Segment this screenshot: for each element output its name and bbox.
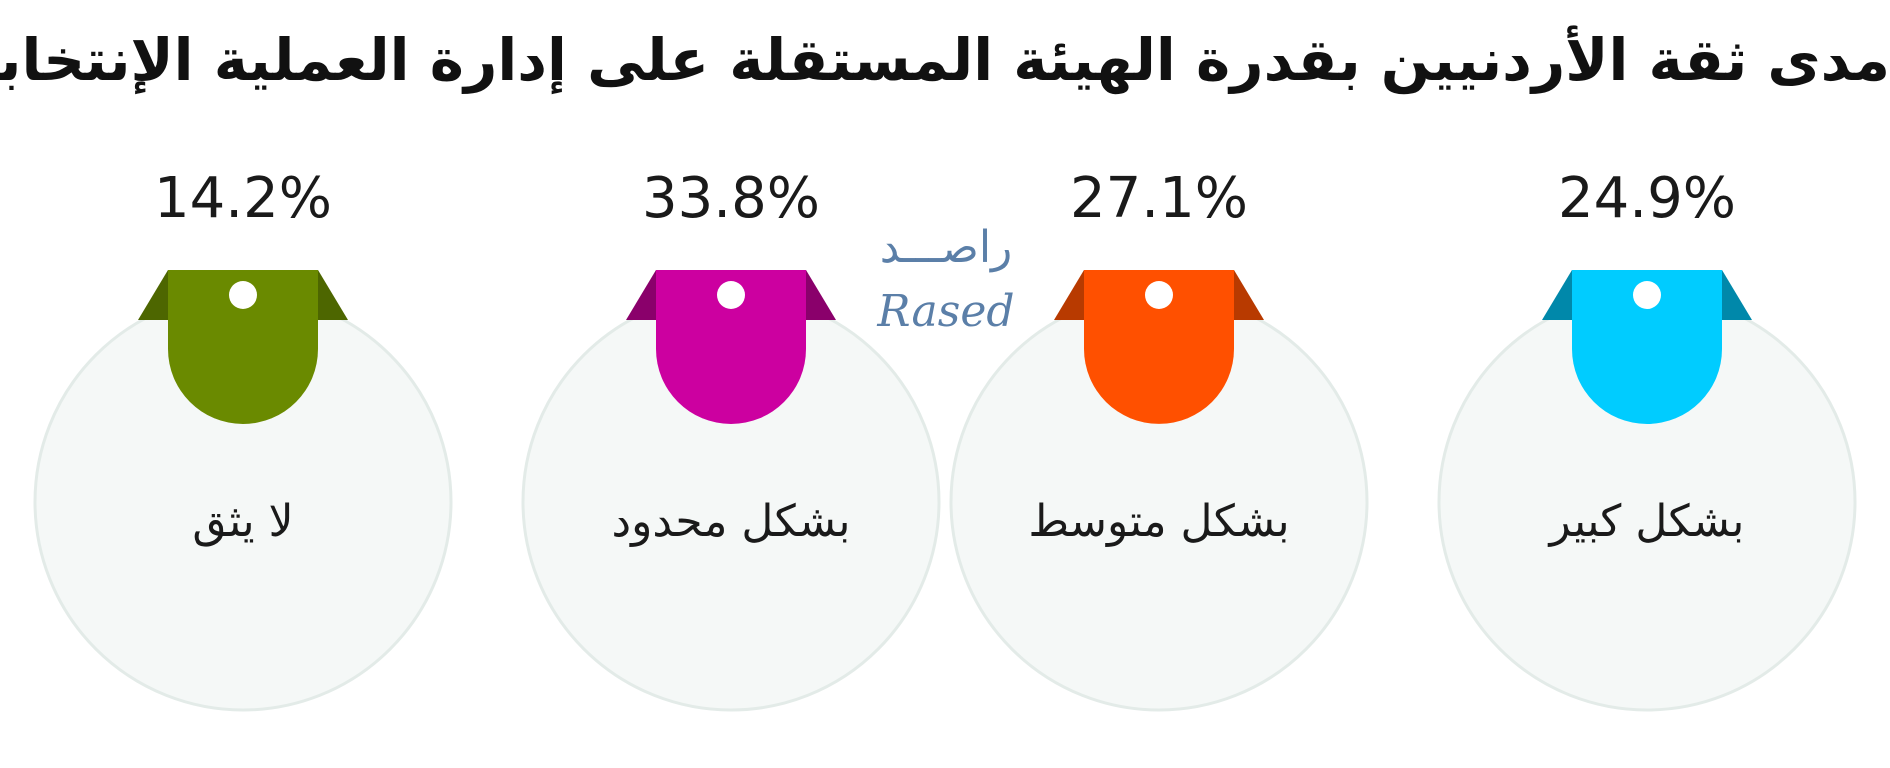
tag-hole: [1145, 281, 1173, 309]
tag-fold-left: [626, 270, 656, 320]
tag-fold-right: [1722, 270, 1752, 320]
value-tag: [168, 270, 318, 424]
data-label: 24.9%: [1558, 166, 1736, 231]
data-label: 14.2%: [154, 166, 332, 231]
tag-hole: [717, 281, 745, 309]
category-label: بشكل كبير: [1548, 496, 1745, 547]
tag-fold-right: [806, 270, 836, 320]
tag-hole: [1633, 281, 1661, 309]
category-label: بشكل محدود: [611, 496, 850, 547]
tag-fold-right: [1234, 270, 1264, 320]
chart-title: مدى ثقة الأردنيين بقدرة الهيئة المستقلة …: [0, 26, 1890, 94]
value-tag: [1572, 270, 1722, 424]
logo-arabic: راصـــد: [879, 222, 1013, 273]
data-label: 33.8%: [642, 166, 820, 231]
category-label: لا يثق: [192, 496, 293, 547]
value-tag: [656, 270, 806, 424]
tag-fold-left: [1542, 270, 1572, 320]
data-label: 27.1%: [1070, 166, 1248, 231]
tag-fold-left: [138, 270, 168, 320]
category-label: بشكل متوسط: [1028, 496, 1289, 547]
tag-fold-left: [1054, 270, 1084, 320]
tag-fold-right: [318, 270, 348, 320]
logo-latin: Rased: [877, 286, 1015, 337]
value-tag: [1084, 270, 1234, 424]
tag-hole: [229, 281, 257, 309]
